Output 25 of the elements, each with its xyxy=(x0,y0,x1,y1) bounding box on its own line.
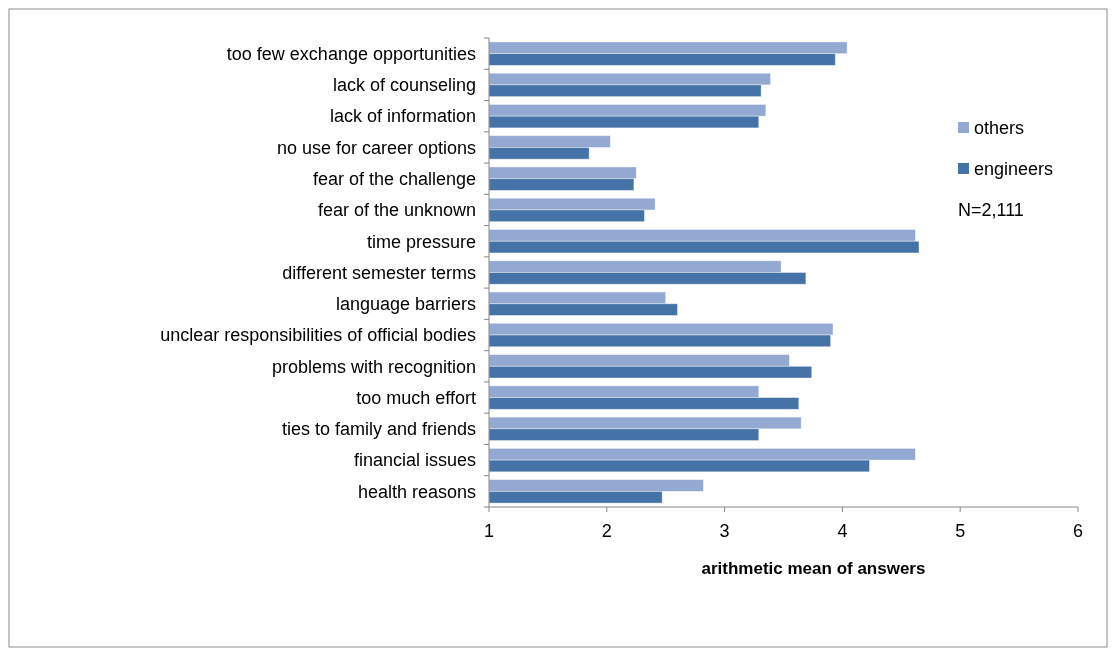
y-tick-label: unclear responsibilities of official bodies xyxy=(160,325,476,346)
y-tick-label: fear of the challenge xyxy=(312,169,476,189)
x-tick-label: 6 xyxy=(1072,521,1084,541)
annotation: N=2,111 xyxy=(958,200,1024,221)
x-tick-label: 5 xyxy=(955,521,966,541)
y-tick-label: different semester terms xyxy=(282,262,476,283)
y-tick-label: ties to family and friends xyxy=(281,419,476,440)
y-tick-label: too few exchange opportunities xyxy=(226,43,476,64)
y-tick-label: fear of the unknown xyxy=(317,200,476,221)
y-tick-label: financial issues xyxy=(353,450,476,471)
x-tick-label: 3 xyxy=(719,521,730,541)
y-tick-label: health reasons xyxy=(357,481,476,502)
x-tick-label: 2 xyxy=(601,521,612,541)
legend-label: others xyxy=(974,118,1025,139)
x-tick-label: 4 xyxy=(837,521,848,541)
y-tick-label: language barriers xyxy=(335,294,476,315)
legend-label: engineers xyxy=(974,159,1054,180)
x-axis-title: arithmetic mean of answers xyxy=(701,559,926,578)
y-tick-label: lack of information xyxy=(329,106,476,127)
y-tick-label: no use for career options xyxy=(276,137,476,158)
y-tick-label: problems with recognition xyxy=(271,356,476,377)
x-tick-label: 1 xyxy=(483,521,495,541)
y-tick-label: too much effort xyxy=(356,387,476,408)
y-tick-label: time pressure xyxy=(366,231,476,252)
y-tick-label: lack of counseling xyxy=(332,75,476,96)
